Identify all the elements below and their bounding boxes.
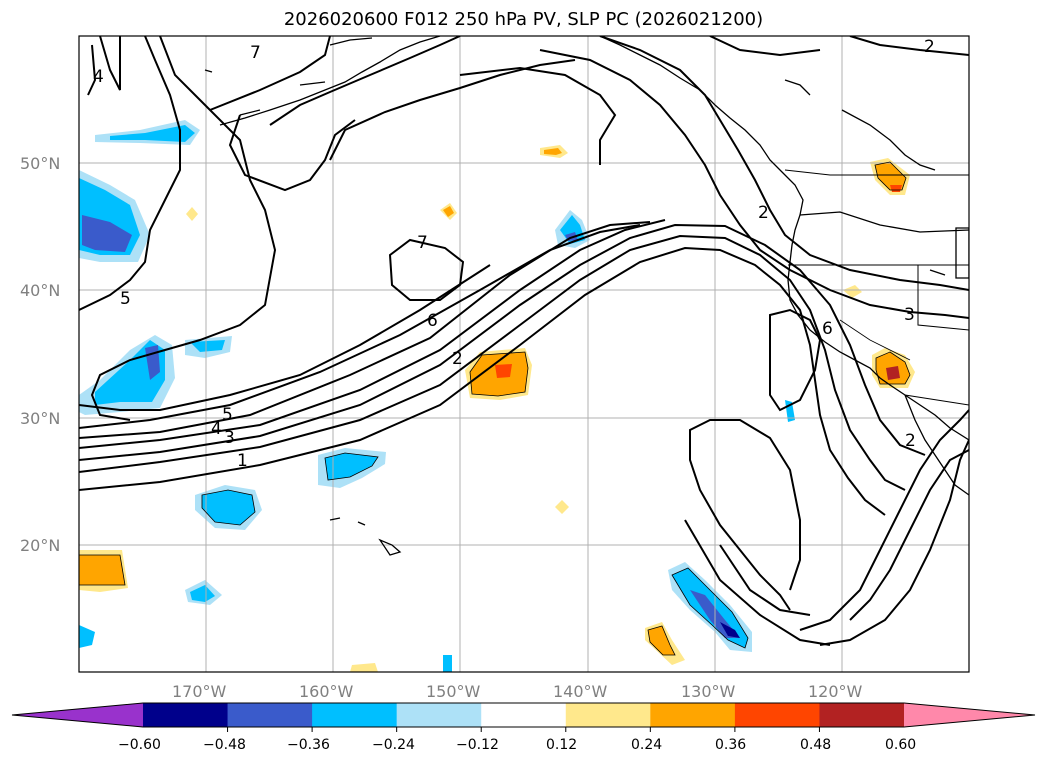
contour-labels: 7 4 5 7 6 2 5 4 3 1 2 6 3 2 2 (93, 37, 935, 471)
contour-label-14: 2 (924, 37, 935, 57)
lon-label-120w: 120°W (808, 682, 863, 701)
colorbar-segment (143, 703, 229, 727)
colorbar-outline (11, 702, 1036, 728)
cb-tick-1: −0.60 (118, 737, 161, 753)
cb-tick-3: −0.36 (287, 737, 330, 753)
contour-label-2: 4 (93, 67, 104, 87)
pv-outline (79, 161, 911, 656)
contour-label-11: 2 (758, 203, 769, 223)
grid-lines (79, 36, 969, 672)
latitude-labels: 20°N 30°N 40°N 50°N (20, 154, 60, 555)
colorbar-segment (819, 703, 905, 727)
contour-label-8: 4 (211, 419, 222, 439)
colorbar-tick-labels: −0.60 −0.48 −0.36 −0.24 −0.12 0.12 0.24 … (118, 737, 916, 753)
contour-label-5: 6 (427, 311, 438, 331)
colorbar-segment (650, 703, 736, 727)
cb-tick-4: −0.24 (372, 737, 415, 753)
contour-label-9: 3 (224, 428, 235, 448)
contour-label-1: 7 (250, 43, 261, 63)
contour-label-15: 2 (905, 431, 916, 451)
lon-label-160w: 160°W (299, 682, 354, 701)
lat-label-20n: 20°N (20, 536, 60, 555)
coastlines (204, 36, 969, 556)
contour-label-10: 1 (237, 451, 248, 471)
colorbar-segment (312, 703, 398, 727)
cb-tick-7: 0.24 (631, 737, 662, 753)
lon-label-170w: 170°W (172, 682, 227, 701)
contour-label-7: 5 (222, 405, 233, 425)
lon-label-140w: 140°W (553, 682, 608, 701)
lon-label-130w: 130°W (681, 682, 736, 701)
lon-label-150w: 150°W (426, 682, 481, 701)
colorbar (11, 702, 1036, 732)
map-frame (78, 35, 970, 673)
colorbar-segment (396, 703, 482, 727)
cb-tick-5: −0.12 (456, 737, 499, 753)
contour-label-4: 7 (417, 233, 428, 253)
cb-tick-10: 0.60 (885, 737, 916, 753)
lat-label-30n: 30°N (20, 409, 60, 428)
contour-label-12: 6 (822, 319, 833, 339)
colorbar-segment (481, 703, 567, 727)
cb-tick-8: 0.36 (715, 737, 746, 753)
slp-contours (79, 36, 969, 646)
map-title: 2026020600 F012 250 hPa PV, SLP PC (2026… (283, 9, 764, 30)
map-panel: 7 4 5 7 6 2 5 4 3 1 2 6 3 2 2 (79, 36, 969, 672)
colorbar-segment (734, 703, 820, 727)
cb-tick-9: 0.48 (800, 737, 831, 753)
contour-label-13: 3 (904, 305, 915, 325)
contour-label-6: 2 (452, 349, 463, 369)
colorbar-segment (565, 703, 651, 727)
contour-label-3: 5 (120, 289, 131, 309)
cb-tick-2: −0.48 (203, 737, 246, 753)
lat-label-40n: 40°N (20, 281, 60, 300)
longitude-labels: 170°W 160°W 150°W 140°W 130°W 120°W (172, 682, 863, 701)
colorbar-extend-low (12, 703, 143, 727)
cb-tick-6: 0.12 (546, 737, 577, 753)
colorbar-segment (227, 703, 313, 727)
lat-label-50n: 50°N (20, 154, 60, 173)
colorbar-extend-high (904, 703, 1035, 727)
